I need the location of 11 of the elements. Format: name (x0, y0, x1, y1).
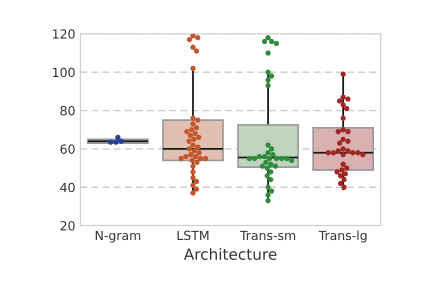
x-tick-label: Trans-lg (318, 230, 366, 243)
y-tick-label: 80 (60, 106, 75, 116)
x-tick-label: LSTM (178, 230, 208, 240)
y-tick-label: 100 (53, 68, 75, 78)
y-tick-label: 120 (53, 29, 75, 39)
y-tick-label: 20 (60, 221, 75, 231)
x-tick-label: N-gram (96, 230, 140, 243)
x-tick-label: Trans-sm (240, 230, 296, 240)
y-tick-label: 60 (60, 144, 75, 154)
y-tick-label: 40 (60, 182, 75, 192)
x-axis-title: Architecture (184, 248, 276, 260)
